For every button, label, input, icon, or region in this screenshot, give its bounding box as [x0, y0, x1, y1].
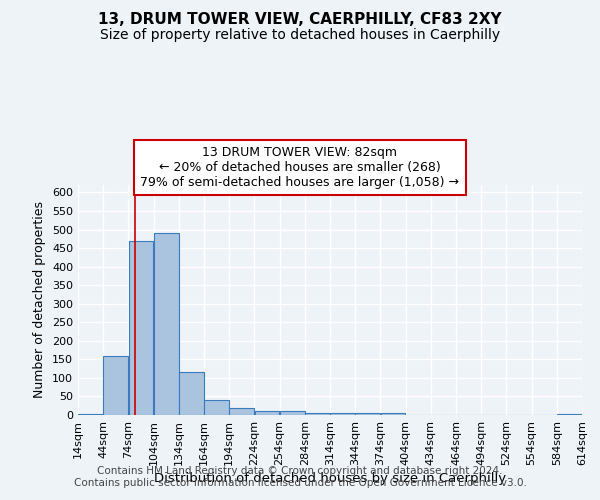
- Bar: [154, 233, 179, 415]
- Bar: [355, 413, 380, 415]
- Y-axis label: Number of detached properties: Number of detached properties: [34, 202, 46, 398]
- Text: 13 DRUM TOWER VIEW: 82sqm
← 20% of detached houses are smaller (268)
79% of semi: 13 DRUM TOWER VIEW: 82sqm ← 20% of detac…: [140, 146, 460, 189]
- Bar: [229, 408, 254, 415]
- Bar: [280, 412, 305, 415]
- X-axis label: Distribution of detached houses by size in Caerphilly: Distribution of detached houses by size …: [154, 472, 506, 485]
- Bar: [305, 413, 330, 415]
- Text: Contains HM Land Registry data © Crown copyright and database right 2024.
Contai: Contains HM Land Registry data © Crown c…: [74, 466, 526, 487]
- Bar: [78, 414, 103, 415]
- Bar: [254, 412, 280, 415]
- Bar: [557, 414, 582, 415]
- Bar: [179, 372, 204, 415]
- Bar: [204, 400, 229, 415]
- Bar: [128, 240, 154, 415]
- Bar: [330, 413, 355, 415]
- Bar: [103, 356, 128, 415]
- Text: 13, DRUM TOWER VIEW, CAERPHILLY, CF83 2XY: 13, DRUM TOWER VIEW, CAERPHILLY, CF83 2X…: [98, 12, 502, 28]
- Text: Size of property relative to detached houses in Caerphilly: Size of property relative to detached ho…: [100, 28, 500, 42]
- Bar: [380, 413, 406, 415]
